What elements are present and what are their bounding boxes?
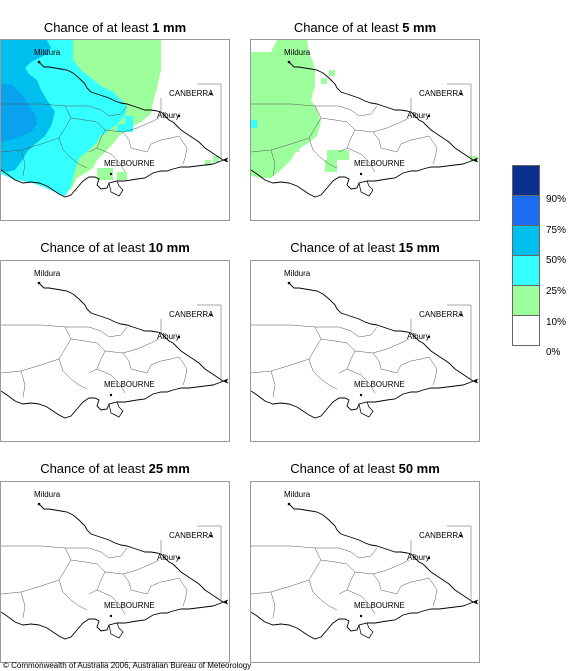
canberra-marker	[209, 313, 213, 317]
legend-swatch-0	[512, 165, 540, 196]
panel-title-10mm: Chance of at least 10 mm	[40, 240, 190, 255]
rain-chance-area-75pct	[1, 84, 37, 142]
gabo-island-marker	[224, 158, 228, 162]
melbourne-marker	[109, 614, 113, 618]
legend-color-bar	[512, 165, 540, 346]
map-panel-25mm: Mildura CANBERRA Albury MELBOURNE	[0, 481, 230, 663]
place-label-melbourne: MELBOURNE	[104, 159, 155, 168]
place-label-melbourne: MELBOURNE	[354, 601, 405, 610]
place-label-melbourne: MELBOURNE	[104, 601, 155, 610]
albury-marker	[177, 114, 181, 118]
melbourne-marker	[359, 614, 363, 618]
melbourne-marker	[109, 393, 113, 397]
victoria-map: Mildura CANBERRA Albury MELBOURNE	[1, 269, 229, 419]
legend-label-50: 50%	[546, 255, 567, 266]
place-label-albury: Albury	[157, 332, 180, 341]
place-label-mildura: Mildura	[284, 269, 311, 278]
map-panel-5mm: Mildura CANBERRA Albury MELBOURNE	[250, 39, 480, 221]
victoria-map: Mildura CANBERRA Albury MELBOURNE	[251, 269, 479, 419]
legend-swatch-3	[512, 255, 540, 286]
place-label-melbourne: MELBOURNE	[354, 159, 405, 168]
map-panel-50mm: Mildura CANBERRA Albury MELBOURNE	[250, 481, 480, 663]
legend-label-90: 90%	[546, 194, 567, 205]
melbourne-marker	[359, 393, 363, 397]
panel-title-50mm: Chance of at least 50 mm	[290, 461, 440, 476]
place-label-mildura: Mildura	[284, 48, 311, 57]
place-label-albury: Albury	[157, 111, 180, 120]
victoria-map: Mildura CANBERRA Albury MELBOURNE	[251, 40, 479, 198]
victoria-map: Mildura CANBERRA Albury MELBOURNE	[251, 490, 479, 640]
panel-title-1mm: Chance of at least 1 mm	[43, 20, 187, 35]
panel-title-15mm: Chance of at least 15 mm	[290, 240, 440, 255]
place-label-melbourne: MELBOURNE	[354, 380, 405, 389]
place-label-canberra: CANBERRA	[169, 531, 214, 540]
victoria-map: Mildura CANBERRA Albury MELBOURNE	[1, 40, 229, 198]
canberra-marker	[459, 313, 463, 317]
map-panel-10mm: Mildura CANBERRA Albury MELBOURNE	[0, 260, 230, 442]
melbourne-marker	[109, 172, 113, 176]
panel-title-25mm: Chance of at least 25 mm	[40, 461, 190, 476]
victoria-map: Mildura CANBERRA Albury MELBOURNE	[1, 490, 229, 640]
legend-label-0: 0%	[546, 347, 561, 358]
gabo-island-marker	[474, 158, 478, 162]
mildura-marker	[287, 502, 291, 506]
canberra-marker	[209, 92, 213, 96]
place-label-canberra: CANBERRA	[419, 531, 464, 540]
place-label-canberra: CANBERRA	[419, 89, 464, 98]
place-label-albury: Albury	[407, 111, 430, 120]
mildura-marker	[37, 60, 41, 64]
albury-marker	[427, 114, 431, 118]
place-label-canberra: CANBERRA	[169, 89, 214, 98]
mildura-marker	[37, 281, 41, 285]
map-panel-1mm: Mildura CANBERRA Albury MELBOURNE	[0, 39, 230, 221]
legend-label-75: 75%	[546, 225, 567, 236]
canberra-marker	[459, 534, 463, 538]
rain-chance-area-50pct	[1, 40, 55, 172]
mildura-marker	[37, 502, 41, 506]
map-panel-15mm: Mildura CANBERRA Albury MELBOURNE	[250, 260, 480, 442]
place-label-mildura: Mildura	[284, 490, 311, 499]
mildura-marker	[287, 281, 291, 285]
place-label-albury: Albury	[157, 553, 180, 562]
legend-swatch-1	[512, 195, 540, 226]
place-label-canberra: CANBERRA	[169, 310, 214, 319]
legend-label-25: 25%	[546, 286, 567, 297]
legend-label-10: 10%	[546, 317, 567, 328]
place-label-mildura: Mildura	[34, 269, 61, 278]
panel-title-5mm: Chance of at least 5 mm	[293, 20, 437, 35]
albury-marker	[427, 335, 431, 339]
gabo-island-marker	[474, 600, 478, 604]
mildura-marker	[287, 60, 291, 64]
legend-swatch-2	[512, 225, 540, 256]
albury-marker	[177, 556, 181, 560]
gabo-island-marker	[224, 600, 228, 604]
copyright-text: © Commonwealth of Australia 2006, Austra…	[3, 661, 252, 670]
place-label-melbourne: MELBOURNE	[104, 380, 155, 389]
canberra-marker	[459, 92, 463, 96]
albury-marker	[427, 556, 431, 560]
gabo-island-marker	[474, 379, 478, 383]
rain-chance-area-10pct	[251, 40, 321, 178]
place-label-albury: Albury	[407, 332, 430, 341]
albury-marker	[177, 335, 181, 339]
place-label-albury: Albury	[407, 553, 430, 562]
melbourne-marker	[359, 172, 363, 176]
gabo-island-marker	[224, 379, 228, 383]
legend-swatch-4	[512, 285, 540, 316]
canberra-marker	[209, 534, 213, 538]
legend-swatch-5	[512, 315, 540, 346]
place-label-canberra: CANBERRA	[419, 310, 464, 319]
place-label-mildura: Mildura	[34, 48, 61, 57]
place-label-mildura: Mildura	[34, 490, 61, 499]
